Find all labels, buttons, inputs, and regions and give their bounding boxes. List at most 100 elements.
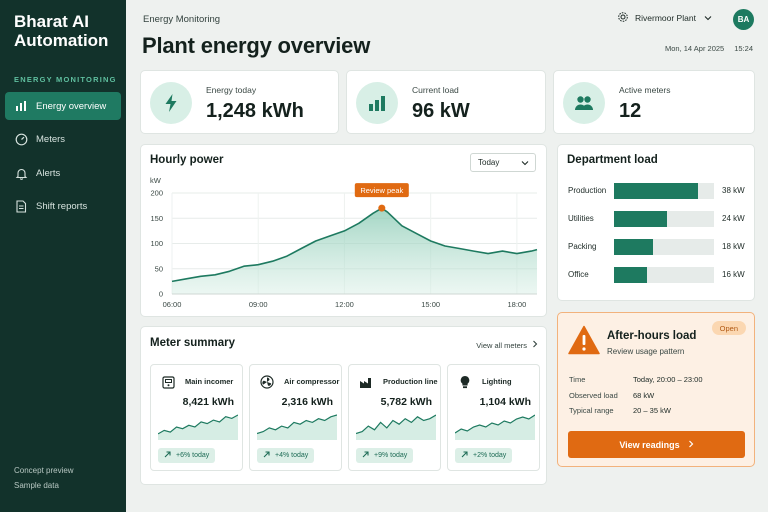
avatar[interactable]: BA xyxy=(733,9,754,30)
sidebar: Bharat AI Automation ENERGY MONITORING E… xyxy=(0,0,126,512)
dept-value: 16 kW xyxy=(722,270,745,279)
bar-chart-icon xyxy=(356,82,398,124)
meter-sparkline xyxy=(158,414,238,440)
arrow-up-right-icon xyxy=(461,451,468,460)
warning-icon xyxy=(568,325,600,360)
range-dropdown[interactable]: Today xyxy=(470,153,536,172)
meter-sparkline xyxy=(356,414,436,440)
y-tick-label: 0 xyxy=(159,290,163,299)
alert-title: After-hours load xyxy=(607,330,697,342)
brand-name: Bharat AI Automation xyxy=(14,12,109,50)
dept-bar-fill xyxy=(614,211,667,227)
view-all-meters-link[interactable]: View all meters xyxy=(476,340,538,350)
meter-name: Main incomer xyxy=(185,377,234,386)
meter-card-air-compressor[interactable]: Air compressor 2,316 kWh +4% today xyxy=(249,364,342,471)
sparkline-line xyxy=(158,414,238,435)
sidebar-item-shift-reports[interactable]: Shift reports xyxy=(5,193,121,221)
meter-icon xyxy=(161,375,175,389)
lightning-icon xyxy=(150,82,192,124)
department-load-title: Department load xyxy=(567,154,658,166)
current-date: Mon, 14 Apr 2025 xyxy=(665,44,725,53)
alert-row-label: Time xyxy=(569,375,586,384)
change-text: +2% today xyxy=(473,452,507,459)
kpi-label: Active meters xyxy=(619,85,671,95)
sidebar-item-alerts[interactable]: Alerts xyxy=(5,159,121,187)
power-line xyxy=(171,207,538,283)
alert-row-value: Today, 20:00 – 23:00 xyxy=(633,375,703,384)
sidebar-section-label: ENERGY MONITORING xyxy=(14,75,117,84)
factory-icon xyxy=(359,375,373,389)
gear-icon xyxy=(617,11,629,25)
x-tick-label: 06:00 xyxy=(163,300,182,309)
kpi-energy-today: Energy today 1,248 kWh xyxy=(140,70,339,134)
dept-name: Packing xyxy=(568,242,597,251)
dept-bar-track xyxy=(614,239,714,255)
sidebar-nav: Energy overview Meters Alerts Shift repo… xyxy=(5,92,121,226)
alert-row-time: Time Today, 20:00 – 23:00 xyxy=(569,375,703,384)
y-tick-label: 150 xyxy=(150,214,163,223)
y-tick-label: 100 xyxy=(150,239,163,248)
department-load-card: Department load Production 38 kW Utiliti… xyxy=(557,144,755,301)
dept-value: 24 kW xyxy=(722,214,745,223)
sidebar-item-energy-overview[interactable]: Energy overview xyxy=(5,92,121,120)
meter-card-main-incomer[interactable]: Main incomer 8,421 kWh +6% today xyxy=(150,364,243,471)
alert-row-value: 68 kW xyxy=(633,391,655,400)
range-value: Today xyxy=(478,158,500,167)
meter-value: 8,421 kWh xyxy=(182,396,234,408)
sidebar-footer: Concept preview Sample data xyxy=(14,463,74,493)
page-title: Plant energy overview xyxy=(142,33,371,58)
kpi-label: Energy today xyxy=(206,85,257,95)
dept-value: 18 kW xyxy=(722,242,745,251)
meter-name: Production line xyxy=(383,377,438,386)
view-all-meters-label: View all meters xyxy=(476,340,527,350)
dept-row-utilities: Utilities 24 kW xyxy=(568,211,746,227)
plant-name: Rivermoor Plant xyxy=(635,13,696,23)
current-time: 15:24 xyxy=(734,44,753,53)
y-axis-unit-label: kW xyxy=(150,176,162,185)
breadcrumb: Energy Monitoring xyxy=(143,14,221,25)
x-tick-label: 18:00 xyxy=(507,300,526,309)
kpi-label: Current load xyxy=(412,85,459,95)
sparkline-area xyxy=(455,415,535,440)
dept-value: 38 kW xyxy=(722,186,745,195)
view-readings-label: View readings xyxy=(619,439,680,450)
meter-card-production-line[interactable]: Production line 5,782 kWh +9% today xyxy=(348,364,441,471)
meter-name: Lighting xyxy=(482,377,512,386)
view-readings-button[interactable]: View readings xyxy=(568,431,745,458)
peak-marker xyxy=(378,204,386,212)
sparkline-line xyxy=(257,414,337,435)
chevron-down-icon xyxy=(704,13,712,23)
plant-selector[interactable]: Rivermoor Plant xyxy=(617,11,712,25)
sidebar-item-label: Meters xyxy=(36,134,66,145)
alert-row-label: Typical range xyxy=(569,406,614,415)
dept-row-packing: Packing 18 kW xyxy=(568,239,746,255)
after-hours-alert-card: After-hours load Review usage pattern Op… xyxy=(557,312,755,467)
alert-row-label: Observed load xyxy=(569,391,618,400)
change-badge: +6% today xyxy=(158,448,216,463)
kpi-value: 12 xyxy=(619,100,642,122)
document-icon xyxy=(14,200,28,214)
bar-chart-icon xyxy=(14,99,28,113)
arrow-up-right-icon xyxy=(362,451,369,460)
dept-bar-track xyxy=(614,211,714,227)
meter-sparkline xyxy=(257,414,337,440)
sidebar-item-meters[interactable]: Meters xyxy=(5,126,121,154)
hourly-power-title: Hourly power xyxy=(150,154,224,166)
dept-row-office: Office 16 kW xyxy=(568,267,746,283)
sparkline-line xyxy=(356,414,436,435)
arrow-up-right-icon xyxy=(263,451,270,460)
sidebar-item-label: Energy overview xyxy=(36,100,107,112)
sample-data-note: Sample data xyxy=(14,481,59,490)
concept-preview-note: Concept preview xyxy=(14,466,74,475)
dept-bar-fill xyxy=(614,183,698,199)
alert-row-typical-range: Typical range 20 – 35 kW xyxy=(569,406,671,415)
kpi-current-load: Current load 96 kW xyxy=(346,70,546,134)
kpi-value: 96 kW xyxy=(412,100,470,122)
users-icon xyxy=(563,82,605,124)
change-badge: +4% today xyxy=(257,448,315,463)
y-tick-label: 200 xyxy=(150,189,163,198)
y-tick-label: 50 xyxy=(155,264,163,273)
meter-value: 1,104 kWh xyxy=(479,396,531,408)
meter-card-lighting[interactable]: Lighting 1,104 kWh +2% today xyxy=(447,364,540,471)
sparkline-line xyxy=(455,414,535,434)
